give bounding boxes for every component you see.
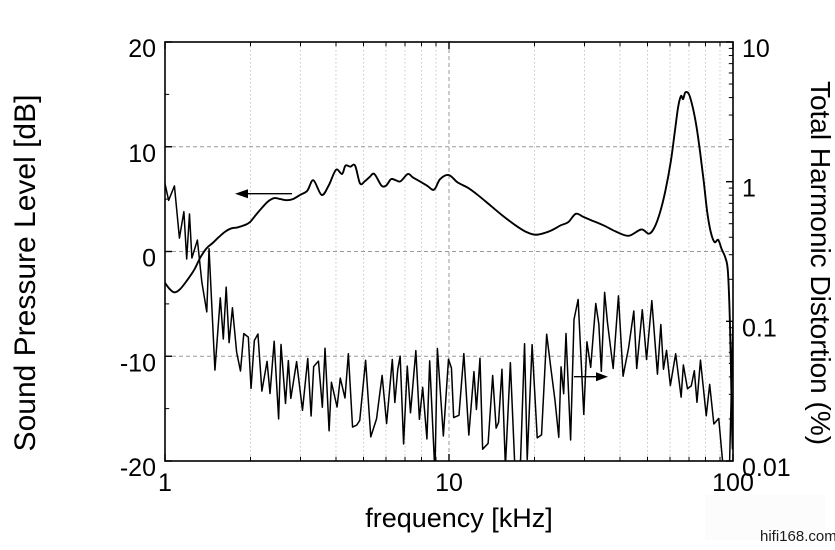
svg-text:10: 10	[742, 35, 770, 63]
svg-text:1: 1	[742, 175, 756, 203]
svg-text:frequency [kHz]: frequency [kHz]	[365, 503, 553, 533]
svg-text:0: 0	[142, 245, 156, 273]
svg-text:Sound Pressure Level [dB]: Sound Pressure Level [dB]	[9, 95, 42, 452]
svg-text:Total Harmonic Distortion (%): Total Harmonic Distortion (%)	[805, 81, 835, 445]
svg-text:10: 10	[435, 469, 463, 497]
svg-text:1: 1	[158, 469, 172, 497]
svg-text:0.1: 0.1	[742, 314, 777, 342]
svg-text:100: 100	[712, 469, 754, 497]
svg-text:-10: -10	[120, 349, 156, 377]
svg-text:-20: -20	[120, 454, 156, 482]
svg-text:10: 10	[128, 140, 156, 168]
svg-text:20: 20	[128, 35, 156, 63]
